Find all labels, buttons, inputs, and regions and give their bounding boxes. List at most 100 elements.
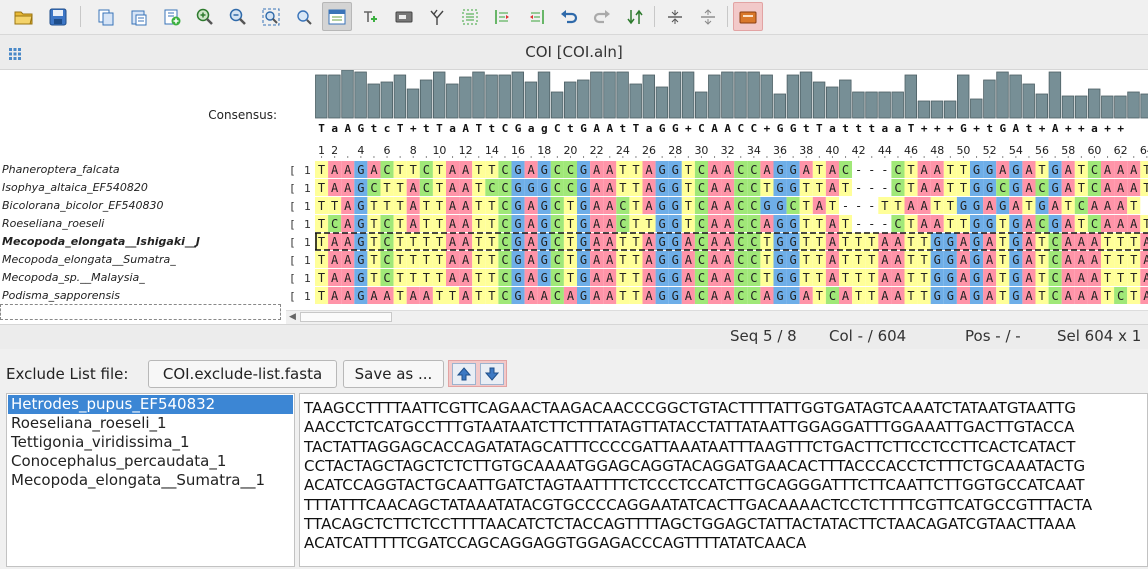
add-annotation-icon[interactable] xyxy=(356,2,386,31)
sequence-text-line: AACCTCTCATGCCTTTGTAATAATCTTCTTTATAGTTATA… xyxy=(304,418,1075,437)
sequence-name[interactable]: Bicolorana_bicolor_EF540830 xyxy=(2,199,164,212)
nucleotide-char: A xyxy=(462,163,470,177)
sequence-name[interactable]: Mecopoda_elongata__Ishigaki__J xyxy=(2,235,201,248)
nucleotide-cell xyxy=(721,287,735,304)
consensus-char: t xyxy=(620,122,627,135)
excluded-sequence-item[interactable]: Tettigonia_viridissima_1 xyxy=(11,433,190,451)
nucleotide-cell xyxy=(354,287,368,304)
nucleotide-char: C xyxy=(737,253,744,267)
find-icon[interactable] xyxy=(289,2,319,31)
nucleotide-char: A xyxy=(1025,289,1033,303)
nucleotide-char: T xyxy=(842,235,849,249)
sequence-name[interactable]: Mecopoda_elongata__Sumatra_ xyxy=(2,253,176,266)
nucleotide-char: C xyxy=(1038,181,1045,195)
sequence-text-line: CCTACTAGCTAGCTCTCTTGTGCAAAATGGAGCAGGTACA… xyxy=(304,456,1086,475)
zoom-out-icon[interactable] xyxy=(223,2,253,31)
nucleotide-cell xyxy=(1009,251,1023,268)
nucleotide-char: A xyxy=(711,235,719,249)
sequence-text-line: TAAGCCTTTTAATTCGTTCAGAACTAAGACAACCCGGCTG… xyxy=(304,399,1077,417)
nucleotide-cell xyxy=(472,197,486,214)
row-marker: [ xyxy=(289,164,296,177)
excluded-sequence-item[interactable]: Roeseliana_roeseli_1 xyxy=(11,414,167,432)
nucleotide-cell xyxy=(943,233,957,250)
sequence-name[interactable]: Phaneroptera_falcata xyxy=(2,163,120,176)
expand-gaps-icon[interactable] xyxy=(693,2,723,31)
scroll-left-icon[interactable]: ◀ xyxy=(289,312,296,322)
rename-icon[interactable] xyxy=(389,2,419,31)
align-right-icon[interactable] xyxy=(521,2,551,31)
scrollbar-thumb[interactable] xyxy=(300,312,392,322)
nucleotide-cell xyxy=(799,251,813,268)
excluded-sequence-item[interactable]: Conocephalus_percaudata_1 xyxy=(11,452,227,470)
nucleotide-cell xyxy=(956,251,970,268)
ruler-tick-label: 52 xyxy=(983,144,997,157)
select-columns-icon[interactable] xyxy=(455,2,485,31)
exclude-file-button[interactable]: COI.exclude-list.fasta xyxy=(148,360,337,388)
nucleotide-char: T xyxy=(619,289,626,303)
nucleotide-char: G xyxy=(973,289,980,303)
nucleotide-char: T xyxy=(632,271,639,285)
nucleotide-cell xyxy=(1101,287,1115,304)
sequence-name[interactable]: Podisma_sapporensis xyxy=(2,289,121,302)
undo-icon[interactable] xyxy=(554,2,584,31)
nucleotide-cell xyxy=(1127,161,1141,178)
align-left-icon[interactable] xyxy=(488,2,518,31)
horizontal-scrollbar[interactable]: ◀ xyxy=(286,310,1148,324)
open-folder-icon[interactable] xyxy=(9,2,39,31)
nucleotide-cell xyxy=(1101,197,1115,214)
nucleotide-cell xyxy=(668,215,682,232)
ruler-tick-label: 10 xyxy=(432,144,446,157)
sequence-text-view[interactable]: TAAGCCTTTTAATTCGTTCAGAACTAAGACAACCCGGCTG… xyxy=(299,393,1148,567)
excluded-sequence-item[interactable]: Mecopoda_elongata__Sumatra__1 xyxy=(11,471,265,489)
sequence-name[interactable]: Roeseliana_roeseli xyxy=(2,217,105,230)
nucleotide-char: G xyxy=(528,181,535,195)
nucleotide-cell xyxy=(773,287,787,304)
nucleotide-char: A xyxy=(370,289,378,303)
nucleotide-cell xyxy=(708,287,722,304)
nucleotide-char: A xyxy=(894,289,902,303)
consensus-char: G xyxy=(659,122,666,135)
sort-icon[interactable] xyxy=(620,2,650,31)
sequence-name[interactable]: Isophya_altaica_EF540820 xyxy=(2,181,148,194)
save-disk-icon[interactable] xyxy=(43,2,73,31)
nucleotide-char: A xyxy=(606,235,614,249)
exclude-list-icon[interactable] xyxy=(733,2,763,31)
nucleotide-char: G xyxy=(659,199,666,213)
nucleotide-cell xyxy=(616,287,630,304)
excluded-sequences-list[interactable]: Hetrodes_pupus_EF540832 Roeseliana_roesel… xyxy=(6,393,295,567)
zoom-in-icon[interactable] xyxy=(190,2,220,31)
add-sequences-icon[interactable] xyxy=(157,2,187,31)
collapse-gaps-icon[interactable] xyxy=(660,2,690,31)
grid-menu-icon[interactable] xyxy=(9,45,21,60)
nucleotide-char: T xyxy=(318,235,325,249)
ruler-tick-label: 6 xyxy=(384,144,391,157)
save-as-button[interactable]: Save as ... xyxy=(343,360,444,388)
arrow-up-icon[interactable] xyxy=(451,362,476,385)
excluded-sequence-item[interactable]: Hetrodes_pupus_EF540832 xyxy=(8,395,293,414)
nucleotide-cell xyxy=(629,269,643,286)
nucleotide-char: C xyxy=(1091,181,1098,195)
nucleotide-cell xyxy=(472,269,486,286)
nucleotide-char: T xyxy=(318,253,325,267)
redo-icon[interactable] xyxy=(587,2,617,31)
ruler-tick-label: 28 xyxy=(668,144,682,157)
nucleotide-cell xyxy=(629,215,643,232)
nucleotide-cell xyxy=(341,251,355,268)
arrow-down-icon[interactable] xyxy=(479,362,504,385)
zoom-fit-icon[interactable] xyxy=(256,2,286,31)
ruler-tick-label: 2 xyxy=(331,144,338,157)
consensus-char: t xyxy=(371,122,378,135)
nucleotide-cell xyxy=(485,251,499,268)
nucleotide-cell xyxy=(603,269,617,286)
nucleotide-cell xyxy=(328,215,342,232)
view-mode-icon[interactable] xyxy=(322,2,352,31)
paste-sequences-icon[interactable] xyxy=(124,2,154,31)
tree-icon[interactable] xyxy=(422,2,452,31)
sequence-name[interactable]: Mecopoda_sp.__Malaysia_ xyxy=(2,271,145,284)
nucleotide-char: G xyxy=(790,271,797,285)
copy-sequences-icon[interactable] xyxy=(91,2,121,31)
nucleotide-cell xyxy=(1035,179,1049,196)
nucleotide-char: A xyxy=(724,289,732,303)
